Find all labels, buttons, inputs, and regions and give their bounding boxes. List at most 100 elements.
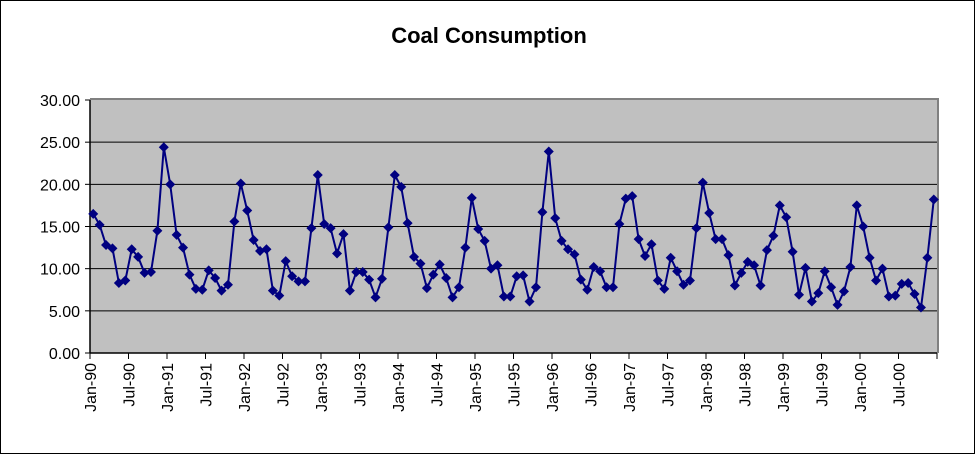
data-point-marker	[171, 229, 182, 240]
data-point-marker	[665, 252, 676, 263]
data-point-marker	[511, 271, 522, 282]
series-line	[92, 147, 935, 311]
data-point-marker	[479, 235, 490, 246]
data-point-marker	[787, 246, 798, 257]
data-point-marker	[543, 146, 554, 157]
x-tick-label: Jul-90	[122, 363, 139, 407]
data-point-marker	[287, 271, 298, 282]
data-point-marker	[582, 284, 593, 295]
data-point-marker	[370, 292, 381, 303]
data-point-marker	[306, 223, 317, 234]
x-tick-label: Jan-98	[699, 363, 716, 412]
data-point-marker	[133, 251, 144, 262]
data-point-marker	[858, 221, 869, 232]
data-point-marker	[389, 170, 400, 181]
x-tick-label: Jul-98	[738, 363, 755, 407]
data-point-marker	[883, 291, 894, 302]
data-point-marker	[922, 252, 933, 263]
data-point-marker	[152, 225, 163, 236]
data-point-marker	[781, 212, 792, 223]
data-point-marker	[216, 285, 227, 296]
data-point-marker	[813, 288, 824, 299]
data-point-marker	[864, 252, 875, 263]
data-point-marker	[473, 224, 484, 235]
y-tick-label: 15.00	[40, 220, 80, 237]
x-tick-label: Jul-92	[276, 363, 293, 407]
data-point-marker	[607, 282, 618, 293]
data-point-marker	[717, 234, 728, 245]
data-point-marker	[158, 142, 169, 153]
data-point-marker	[524, 296, 535, 307]
data-point-marker	[376, 273, 387, 284]
data-point-marker	[768, 230, 779, 241]
data-point-marker	[338, 229, 349, 240]
data-point-marker	[421, 283, 432, 294]
data-point-marker	[806, 296, 817, 307]
data-point-marker	[563, 244, 574, 255]
data-point-marker	[556, 235, 567, 246]
data-point-marker	[94, 219, 105, 230]
data-point-marker	[723, 250, 734, 261]
data-point-marker	[197, 284, 208, 295]
data-point-marker	[383, 222, 394, 233]
data-point-marker	[409, 251, 420, 262]
data-point-marker	[267, 285, 278, 296]
data-point-marker	[633, 234, 644, 245]
y-tick-label: 5.00	[49, 304, 80, 321]
data-point-marker	[190, 283, 201, 294]
data-point-marker	[325, 223, 336, 234]
data-point-marker	[434, 259, 445, 270]
data-point-marker	[498, 291, 509, 302]
x-tick-label: Jul-00	[892, 363, 909, 407]
data-point-marker	[126, 244, 137, 255]
data-point-marker	[691, 223, 702, 234]
y-tick-label: 0.00	[49, 346, 80, 363]
x-tick-label: Jan-96	[545, 363, 562, 412]
data-point-marker	[248, 234, 259, 245]
data-point-marker	[235, 178, 246, 189]
data-point-marker	[415, 258, 426, 269]
data-point-marker	[299, 276, 310, 287]
data-point-marker	[396, 181, 407, 192]
plot-area	[90, 98, 939, 353]
data-point-marker	[697, 177, 708, 188]
data-point-marker	[896, 278, 907, 289]
x-tick-label: Jan-93	[314, 363, 331, 412]
data-point-marker	[729, 280, 740, 291]
data-point-marker	[222, 279, 233, 290]
x-axis-ticks: Jan-90 Jul-90 Jan-91 Jul-91 Jan-92 Jul-92 Jan-…	[83, 353, 938, 412]
data-point-marker	[800, 262, 811, 273]
data-point-marker	[877, 263, 888, 274]
data-point-marker	[851, 200, 862, 211]
x-tick-label: Jul-99	[815, 363, 832, 407]
data-point-marker	[672, 266, 683, 277]
data-point-marker	[441, 272, 452, 283]
data-point-marker	[601, 282, 612, 293]
data-point-marker	[826, 282, 837, 293]
data-point-marker	[774, 200, 785, 211]
x-tick-label: Jul-93	[353, 363, 370, 407]
data-point-marker	[627, 191, 638, 202]
x-tick-label: Jul-96	[584, 363, 601, 407]
data-point-marker	[588, 261, 599, 272]
x-tick-label: Jan-91	[160, 363, 177, 412]
data-point-marker	[184, 269, 195, 280]
data-point-marker	[120, 275, 131, 286]
x-tick-label: Jan-00	[853, 363, 870, 412]
data-point-marker	[210, 272, 221, 283]
data-point-marker	[915, 302, 926, 313]
data-point-marker	[569, 249, 580, 260]
data-point-marker	[678, 279, 689, 290]
data-point-marker	[178, 242, 189, 253]
data-point-marker	[332, 248, 343, 259]
data-point-marker	[139, 267, 150, 278]
data-point-marker	[145, 267, 156, 278]
data-point-marker	[460, 242, 471, 253]
data-point-marker	[659, 283, 670, 294]
x-tick-label: Jan-99	[776, 363, 793, 412]
data-point-marker	[909, 288, 920, 299]
y-axis-ticks: 0.00 5.00 10.00 15.00 20.00 25.00 30.00	[40, 93, 90, 363]
data-point-marker	[344, 285, 355, 296]
data-point-marker	[312, 170, 323, 181]
